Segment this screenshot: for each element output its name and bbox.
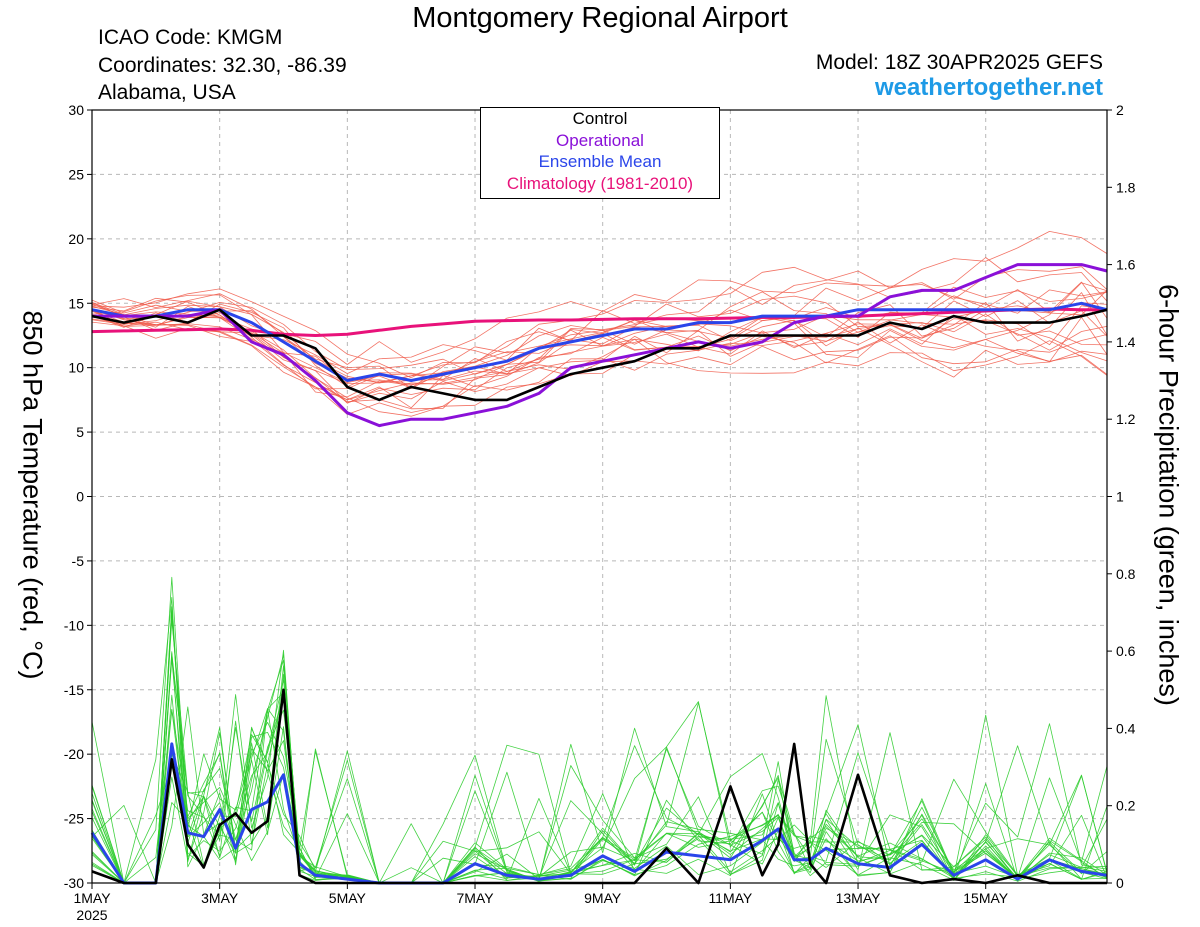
y-tick-label-right: 0.4	[1116, 720, 1136, 736]
y-tick-label-right: 0.2	[1116, 798, 1136, 814]
temp-member-line	[91, 303, 1108, 388]
y-tick-label-left: 15	[68, 295, 84, 311]
y-tick-label-right: 2	[1116, 102, 1124, 118]
y-tick-label-right: 0.6	[1116, 643, 1136, 659]
y-tick-label-left: -20	[64, 746, 84, 762]
x-tick-label: 9MAY	[584, 890, 622, 906]
legend-operational: Operational	[556, 130, 644, 150]
y-tick-label-right: 0	[1116, 875, 1124, 891]
y-axis-label-right: 6-hour Precipitation (green, inches)	[1153, 284, 1184, 706]
y-axis-label-left: 850 hPa Temperature (red, °C)	[17, 310, 48, 680]
y-tick-label-right: 1.8	[1116, 179, 1136, 195]
temp-control-line	[91, 308, 1108, 402]
y-tick-label-left: -25	[64, 811, 84, 827]
y-tick-label-right: 1	[1116, 489, 1124, 505]
temp-operational-line	[92, 263, 1108, 428]
legend: Control Operational Ensemble Mean Climat…	[480, 107, 720, 199]
chart-title: Montgomery Regional Airport	[412, 2, 788, 34]
icao-code: ICAO Code: KMGM	[98, 26, 283, 49]
y-tick-label-right: 1.4	[1116, 334, 1136, 350]
y-tick-label-left: 30	[68, 102, 84, 118]
y-tick-label-right: 0.8	[1116, 566, 1136, 582]
y-tick-label-left: 10	[68, 360, 84, 376]
x-tick-label: 3MAY	[201, 890, 239, 906]
region-label: Alabama, USA	[98, 81, 236, 104]
x-tick-label: 5MAY	[329, 890, 367, 906]
y-tick-label-left: -15	[64, 682, 84, 698]
y-tick-label-left: 20	[68, 231, 84, 247]
y-tick-label-left: -30	[64, 875, 84, 891]
temp-member-line	[91, 292, 1108, 415]
y-tick-label-right: 1.2	[1116, 411, 1136, 427]
temp-member-line	[91, 281, 1108, 417]
precip-member-line	[91, 709, 1108, 884]
x-tick-label: 1MAY	[73, 890, 111, 906]
precip-mean-line	[90, 742, 1108, 885]
precip-member-line	[91, 619, 1108, 884]
precip-member-line	[91, 606, 1108, 884]
legend-climatology: Climatology (1981-2010)	[506, 173, 694, 193]
x-tick-label: 13MAY	[836, 890, 882, 906]
precip-member-line	[91, 606, 1108, 884]
temp-member-line	[91, 309, 1108, 409]
temp-member-line	[91, 257, 1108, 384]
y-tick-label-left: -5	[72, 553, 85, 569]
y-tick-label-right: 1.6	[1116, 257, 1136, 273]
legend-mean: Ensemble Mean	[538, 152, 662, 171]
temp-member-line	[91, 279, 1108, 365]
x-tick-label: 7MAY	[456, 890, 494, 906]
coordinates: Coordinates: 32.30, -86.39	[98, 54, 347, 77]
precip-member-line	[91, 679, 1108, 884]
y-tick-label-left: 0	[76, 489, 84, 505]
y-tick-label-left: 5	[76, 424, 84, 440]
temp-member-line	[91, 230, 1108, 379]
y-tick-label-left: 25	[68, 166, 84, 182]
temp-member-line	[91, 303, 1108, 404]
site-link[interactable]: weathertogether.net	[874, 74, 1103, 101]
x-tick-label: 11MAY	[708, 890, 752, 906]
model-run: Model: 18Z 30APR2025 GEFS	[815, 51, 1103, 74]
temp-mean-line	[91, 301, 1108, 382]
x-tick-sublabel: 2025	[76, 907, 107, 923]
climatology-line	[91, 307, 1107, 337]
x-tick-label: 15MAY	[963, 890, 1009, 906]
temp-member-line	[91, 286, 1108, 385]
legend-control: Control	[572, 109, 628, 128]
y-tick-label-left: -10	[64, 617, 84, 633]
